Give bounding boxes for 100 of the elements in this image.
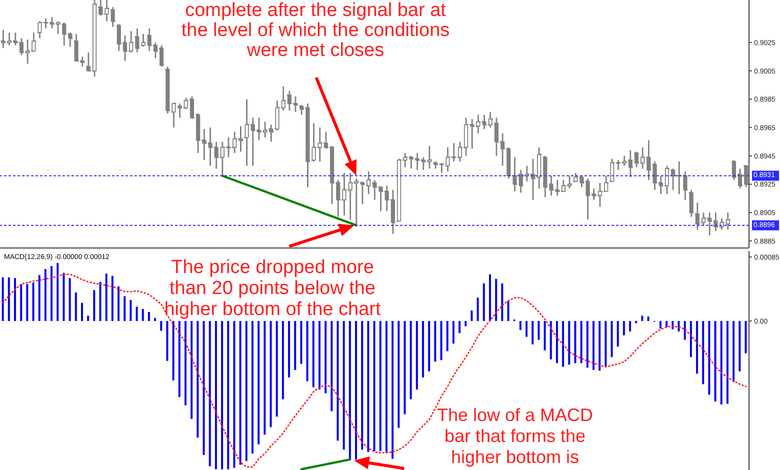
candlestick	[537, 146, 542, 190]
bar	[136, 306, 138, 321]
bar	[714, 320, 716, 402]
bar	[666, 320, 668, 328]
bar	[160, 320, 162, 331]
bar	[647, 316, 650, 321]
bar	[154, 318, 156, 321]
bar	[526, 320, 528, 337]
bar	[361, 320, 364, 450]
bar	[105, 274, 108, 321]
bar	[166, 320, 168, 361]
bar	[142, 308, 144, 321]
bar	[410, 320, 412, 400]
bar	[330, 320, 333, 412]
bar	[550, 320, 552, 360]
bar	[342, 320, 345, 450]
bar	[519, 320, 522, 330]
bar	[38, 275, 40, 321]
bar	[392, 320, 394, 459]
bar	[190, 320, 193, 419]
bar	[690, 320, 692, 358]
annotation: complete after the signal bar at the level of which the conditions were met closes	[180, 0, 451, 61]
bar	[428, 320, 430, 372]
bar	[324, 320, 327, 394]
bar	[118, 286, 120, 321]
bar	[458, 320, 461, 334]
bar	[355, 320, 358, 460]
bar	[276, 320, 278, 417]
bar	[732, 320, 735, 382]
bar	[245, 320, 248, 461]
bar	[2, 277, 4, 321]
bar	[300, 320, 302, 364]
bar	[221, 320, 224, 470]
bar	[434, 320, 436, 362]
bar	[744, 320, 747, 354]
bar	[726, 320, 728, 404]
bar	[641, 316, 644, 321]
bar	[592, 320, 594, 370]
bar	[446, 320, 448, 352]
bar	[538, 320, 540, 340]
bar	[68, 278, 71, 321]
bar	[56, 263, 59, 321]
bar	[416, 320, 418, 390]
bar	[610, 320, 613, 358]
bar	[598, 320, 601, 371]
bar	[130, 300, 132, 321]
bar	[99, 282, 102, 321]
bar	[586, 320, 588, 368]
bar	[336, 320, 339, 441]
bar	[470, 310, 473, 321]
bar	[214, 320, 217, 470]
bar	[124, 296, 126, 321]
bar	[379, 320, 382, 452]
bar	[440, 320, 442, 360]
bar	[288, 320, 290, 378]
bar	[482, 283, 485, 321]
bar	[398, 320, 400, 428]
bar	[422, 320, 424, 378]
bar	[501, 283, 504, 321]
bar	[202, 320, 205, 455]
bar	[111, 276, 114, 321]
bar	[348, 320, 351, 460]
bar	[556, 320, 558, 364]
bar	[684, 320, 686, 340]
bar	[80, 302, 83, 321]
bar	[172, 320, 174, 380]
bar	[282, 320, 284, 400]
bar	[178, 320, 180, 397]
bar	[696, 320, 698, 374]
bar	[227, 320, 230, 470]
bar	[495, 278, 498, 321]
bar	[488, 274, 491, 321]
candlestick	[141, 33, 146, 48]
bar	[562, 320, 564, 367]
bar	[74, 292, 77, 321]
bar	[270, 320, 272, 428]
bar	[604, 320, 607, 366]
bar	[306, 320, 308, 382]
bar	[532, 320, 534, 344]
bar	[233, 320, 236, 468]
bar	[251, 320, 254, 454]
bar	[373, 320, 376, 452]
bar	[208, 320, 211, 466]
annotation: The price dropped more than 20 points below the higher bottom of the chart	[163, 257, 382, 320]
bar	[476, 298, 479, 321]
bar	[20, 284, 22, 321]
candlestick	[689, 189, 694, 218]
annotation: The low of a MACD bar that forms the higher bottom is	[436, 405, 594, 468]
bar	[93, 290, 96, 321]
bar	[568, 320, 570, 365]
bar	[32, 282, 34, 321]
bar	[312, 320, 314, 388]
bar	[258, 320, 260, 444]
bar	[659, 320, 662, 329]
bar	[44, 269, 46, 321]
bar	[26, 284, 28, 321]
bar	[720, 320, 722, 405]
bar	[616, 320, 619, 347]
bar	[464, 320, 467, 326]
bar	[50, 266, 53, 321]
